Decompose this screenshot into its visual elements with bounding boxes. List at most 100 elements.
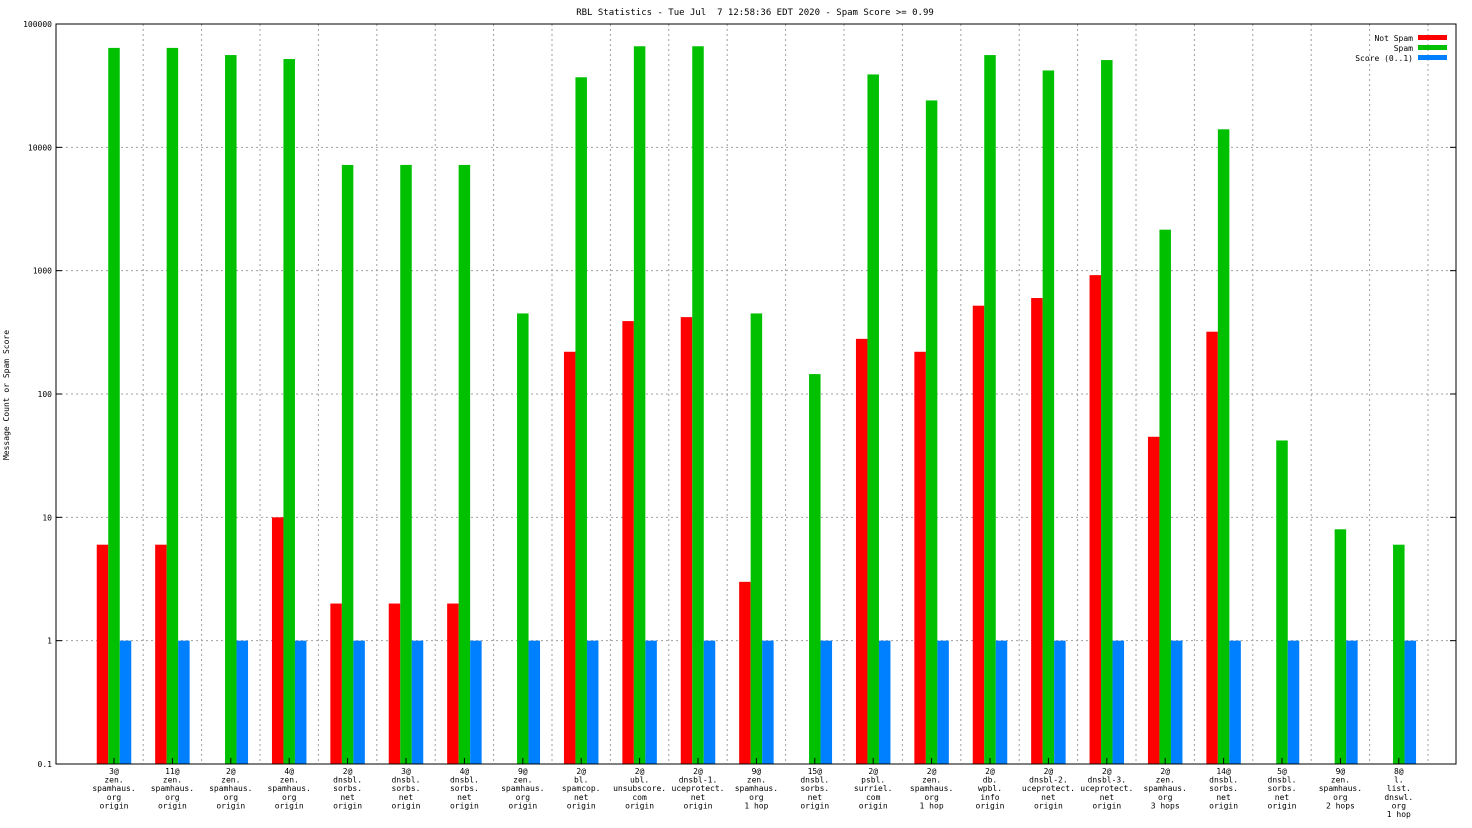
bar-not-spam [680,317,693,764]
bar-spam [575,77,587,764]
x-tick-label: 2@ dnsbl. sorbs. net origin [333,767,362,810]
y-tick-label: 1000 [33,267,52,276]
y-axis-label: Message Count or Spam Score [2,330,11,460]
bar-not-spam [96,544,109,764]
bar-spam [341,164,354,765]
bar-spam [1393,544,1405,764]
bar-score-0-1 [820,640,833,764]
bar-spam [400,164,412,765]
bar-spam [984,55,996,764]
bar-spam [633,46,646,765]
bar-score-0-1 [762,640,774,764]
bar-not-spam [155,544,167,764]
y-tick-label: 10 [42,513,52,522]
bar-not-spam [563,351,576,764]
bar-not-spam [1089,275,1102,764]
x-tick-label: 2@ psbl. surriel. com origin [854,767,893,810]
bar-not-spam [388,603,401,764]
bar-score-0-1 [1287,640,1300,764]
gridlines [56,24,1456,764]
x-tick-label: 2@ ubl. unsubscore. com origin [613,767,666,810]
x-tick-label: 4@ dnsbl. sorbs. net origin [450,767,479,810]
legend-label: Score (0..1) [1355,54,1413,63]
bar-score-0-1 [703,640,716,764]
x-tick-label: 14@ dnsbl. sorbs. net origin [1209,767,1238,810]
bar-score-0-1 [294,640,307,764]
bar-spam [517,313,529,764]
bar-not-spam [739,581,751,764]
legend-swatch [1418,55,1447,60]
bar-score-0-1 [878,640,891,764]
bar-spam [750,313,763,764]
x-tick-label: 8@ l. list. dnswl. org 1 hop [1384,767,1413,819]
bar-not-spam [914,351,926,764]
bar-score-0-1 [586,640,599,764]
bar-score-0-1 [937,640,949,764]
bar-score-0-1 [995,640,1008,764]
x-tick-label: 2@ zen. spamhaus. org 3 hops [1144,767,1187,810]
bar-spam [458,164,471,765]
legend-swatch [1418,35,1447,40]
bar-score-0-1 [1112,640,1125,764]
bar-score-0-1 [1346,640,1358,764]
bar-score-0-1 [353,640,365,764]
bar-score-0-1 [1229,640,1241,764]
x-tick-label: 9@ zen. spamhaus. org 2 hops [1319,767,1362,810]
bar-not-spam [1206,331,1218,764]
x-tick-label: 2@ dnsbl-3. uceprotect. net origin [1080,767,1133,810]
x-tick-label: 2@ zen. spamhaus. org 1 hop [910,767,953,810]
legend-swatch [1418,45,1447,50]
bar-spam [867,74,879,764]
bar-spam [809,374,821,764]
bar-spam [1159,229,1171,765]
x-tick-label: 2@ db. wpbl. info origin [976,767,1005,810]
x-tick-label: 5@ dnsbl. sorbs. net origin [1268,767,1297,810]
bars [96,46,1417,765]
bar-spam [166,47,179,764]
bar-not-spam [972,305,985,764]
x-tick-label: 2@ dnsbl-2. uceprotect. net origin [1022,767,1075,810]
bar-spam [283,59,295,765]
bar-score-0-1 [1170,640,1183,764]
bar-spam [1101,60,1113,764]
x-tick-label: 15@ dnsbl. sorbs. net origin [800,767,829,810]
x-tick-label: 9@ zen. spamhaus. org 1 hop [735,767,778,810]
bar-not-spam [855,338,868,764]
legend-label: Spam [1394,44,1413,53]
y-tick-label: 100 [38,390,53,399]
bar-spam [1276,440,1288,764]
chart-title: RBL Statistics - Tue Jul 7 12:58:36 EDT … [576,8,934,18]
bar-score-0-1 [470,640,482,764]
bar-score-0-1 [236,640,249,764]
x-tick-label: 4@ zen. spamhaus. org origin [268,767,311,810]
y-tick-label: 10000 [28,143,52,152]
bar-spam [925,100,938,764]
bar-not-spam [622,321,634,764]
x-tick-label: 2@ dnsbl-1. uceprotect. net origin [672,767,725,810]
x-tick-label: 2@ bl. spamcop. net origin [562,767,601,810]
bar-score-0-1 [178,640,190,764]
bar-spam [692,46,704,765]
bar-score-0-1 [1404,640,1417,764]
bar-spam [225,55,237,764]
x-tick-label: 9@ zen. spamhaus. org origin [501,767,544,810]
bar-spam [1042,70,1055,764]
bar-spam [1217,129,1230,764]
legend-label: Not Spam [1374,34,1413,43]
bar-not-spam [330,603,342,764]
x-tick-label: 3@ zen. spamhaus. org origin [92,767,135,810]
bar-score-0-1 [528,640,541,764]
bar-not-spam [1031,298,1043,764]
bar-score-0-1 [1054,640,1066,764]
x-tick-label: 2@ zen. spamhaus. org origin [209,767,252,810]
bar-not-spam [271,517,284,764]
y-tick-label: 100000 [23,20,52,29]
x-tick-label: 11@ zen. spamhaus. org origin [151,767,194,810]
y-tick-label: 0.1 [38,760,53,769]
bar-score-0-1 [411,640,424,764]
axes: 0.1 1 10 100 1000 10000 100000 3@ zen. spamhaus. o… [23,20,1456,819]
bar-not-spam [447,603,459,764]
bar-score-0-1 [645,640,657,764]
bar-score-0-1 [119,640,132,764]
